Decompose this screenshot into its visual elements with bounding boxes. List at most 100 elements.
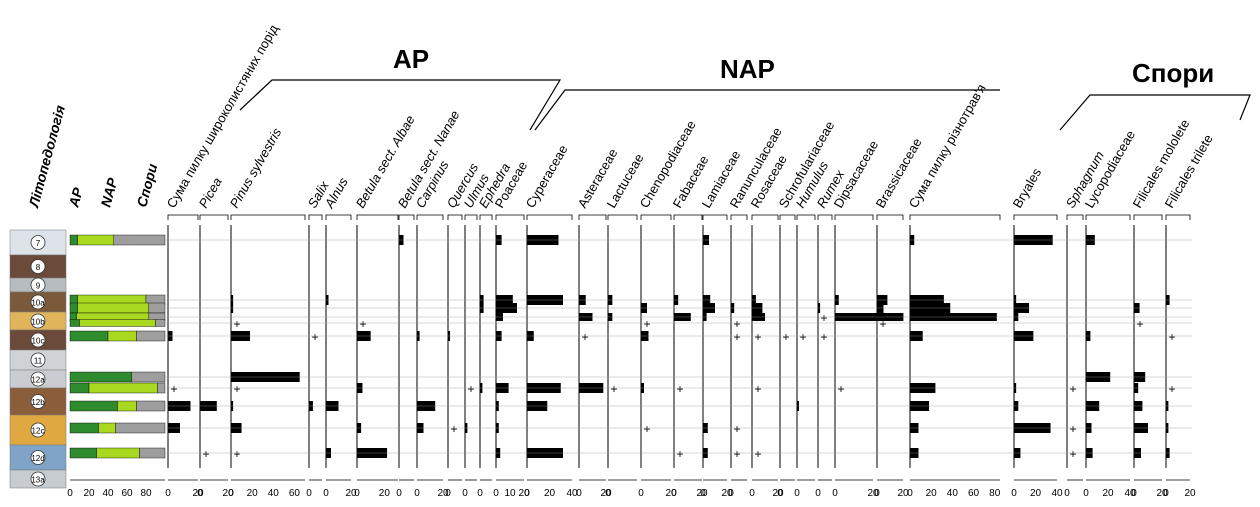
summary-bar-Спори <box>136 330 166 342</box>
taxon-trace-plus: + <box>311 330 318 344</box>
group-title-spores: Спори <box>1132 58 1214 88</box>
litho-unit-marker <box>30 352 46 368</box>
ap-bracket <box>239 79 562 131</box>
taxon-tick-label: 20 <box>1184 488 1196 499</box>
taxon-scale-bracket <box>578 214 607 220</box>
taxon-scale-bracket <box>308 214 323 220</box>
litho-unit-label: 10a <box>31 299 45 308</box>
litho-header: Літопедологія <box>25 103 68 209</box>
group-title-nap: NAP <box>720 54 775 84</box>
litho-unit-marker <box>30 235 46 250</box>
summary-bar-NAP <box>98 422 116 434</box>
taxon-tick-label: 0 <box>874 488 880 499</box>
litho-unit-label: 10b <box>31 318 45 327</box>
taxon-trace-plus: + <box>233 382 240 396</box>
taxon-scale-bracket <box>495 214 525 220</box>
taxon-tick-label: 0 <box>832 488 838 499</box>
taxon-tick-label: 0 <box>197 488 203 499</box>
taxon-tick-label: 0 <box>354 488 360 499</box>
taxon-name: Picea <box>196 175 225 211</box>
taxon-trace-plus: + <box>782 330 789 344</box>
taxon-scale-bracket <box>479 214 493 220</box>
taxon-tick-label: 0 <box>493 488 499 499</box>
litho-unit-marker <box>30 450 46 465</box>
taxon-scale-bracket <box>909 214 1001 220</box>
litho-unit-marker <box>30 313 46 329</box>
taxon-tick-label: 0 <box>1163 488 1169 499</box>
taxon-tick-label: 80 <box>989 488 1001 499</box>
taxon-trace-plus: + <box>202 447 209 461</box>
taxon-tick-label: 0 <box>306 488 312 499</box>
spores-header: Спори <box>133 161 160 208</box>
summary-bar-AP <box>69 382 90 394</box>
taxon-tick-label: 0 <box>396 488 402 499</box>
taxon-trace-plus: + <box>170 382 177 396</box>
taxon-scale-bracket <box>1165 214 1191 220</box>
taxon-scale-bracket <box>607 214 638 220</box>
group-title-ap: AP <box>393 44 429 74</box>
taxon-scale-bracket <box>876 214 904 220</box>
taxon-tick-label: 20 <box>696 488 708 499</box>
taxon-trace-plus: + <box>879 317 886 331</box>
taxon-trace-plus: + <box>733 317 740 331</box>
taxon-tick-label: 0 <box>700 488 706 499</box>
taxon-scale-bracket <box>1066 214 1084 220</box>
litho-unit-label: 12d <box>31 454 44 463</box>
taxon-scale-bracket <box>702 214 728 220</box>
taxon-name: Cyperaceae <box>523 142 571 210</box>
taxon-trace-plus: + <box>1069 422 1076 436</box>
taxon-tick-label: 20 <box>247 488 259 499</box>
taxon-trace-plus: + <box>643 317 650 331</box>
taxon-trace-plus: + <box>1136 317 1143 331</box>
summary-bar-AP <box>69 302 78 314</box>
taxon-tick-label: 20 <box>1030 488 1042 499</box>
taxon-tick-label: 40 <box>947 488 959 499</box>
taxon-tick-label: 0 <box>605 488 611 499</box>
taxon-trace-plus: + <box>467 382 474 396</box>
taxon-tick-label: 10 <box>504 488 516 499</box>
summary-tick-label: 60 <box>121 488 133 499</box>
summary-bar-AP <box>69 371 132 383</box>
taxon-scale-bracket <box>356 214 399 220</box>
summary-bar-NAP <box>77 234 114 246</box>
taxon-name: Pinus sylvestris <box>227 125 285 211</box>
litho-unit-label: 10c <box>32 337 45 346</box>
summary-bar-Спори <box>148 302 166 314</box>
taxon-tick-label: 60 <box>968 488 980 499</box>
summary-tick-label: 80 <box>140 488 152 499</box>
taxon-tick-label: 0 <box>414 488 420 499</box>
summary-tick-label: 20 <box>83 488 95 499</box>
taxon-tick-label: 0 <box>228 488 234 499</box>
taxon-scale-bracket <box>199 214 229 220</box>
taxon-tick-label: 20 <box>867 488 879 499</box>
summary-bar-NAP <box>77 302 150 314</box>
litho-unit-label: 7 <box>36 239 41 248</box>
taxon-scale-bracket <box>230 214 306 220</box>
taxon-tick-label: 20 <box>1156 488 1168 499</box>
taxon-tick-label: 0 <box>907 488 913 499</box>
taxon-scale-bracket <box>416 214 444 220</box>
taxon-tick-label: 0 <box>671 488 677 499</box>
litho-unit-marker <box>30 471 46 487</box>
summary-tick-label: 0 <box>67 488 73 499</box>
taxon-tick-label: 0 <box>524 488 530 499</box>
taxon-tick-label: 20 <box>772 488 784 499</box>
taxon-tick-label: 20 <box>721 488 733 499</box>
taxon-tick-label: 0 <box>1011 488 1017 499</box>
taxon-tick-label: 40 <box>566 488 578 499</box>
summary-bar-AP <box>69 400 118 412</box>
taxon-tick-label: 20 <box>544 488 556 499</box>
taxon-tick-label: 0 <box>165 488 171 499</box>
taxon-trace-plus: + <box>1069 447 1076 461</box>
taxon-tick-label: 20 <box>926 488 938 499</box>
taxon-trace-plus: + <box>1168 330 1175 344</box>
taxon-tick-label: 0 <box>777 488 783 499</box>
taxon-trace-plus: + <box>233 317 240 331</box>
taxon-trace-plus: + <box>581 330 588 344</box>
taxon-tick-label: 20 <box>345 488 357 499</box>
taxon-tick-label: 20 <box>379 488 391 499</box>
taxon-scale-bracket <box>325 214 352 220</box>
summary-bar-NAP <box>117 400 137 412</box>
